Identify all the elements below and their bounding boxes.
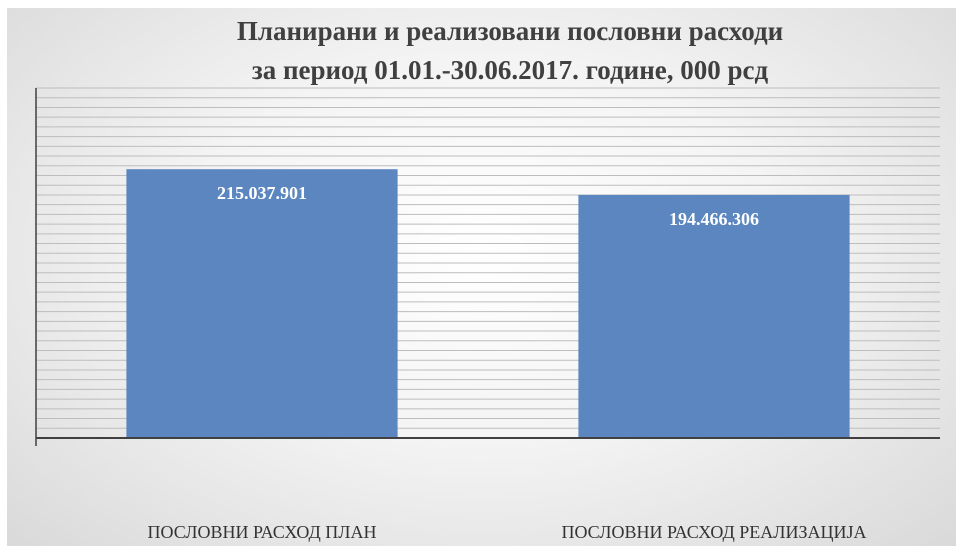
category-label: ПОСЛОВНИ РАСХОД РЕАЛИЗАЦИЈА <box>561 522 866 542</box>
bar-value-label: 194.466.306 <box>669 209 759 229</box>
bar <box>578 194 850 438</box>
chart-title: Планирани и реализовани пословни расходи <box>237 16 783 46</box>
bar <box>126 169 398 438</box>
bar-value-label: 215.037.901 <box>217 183 307 203</box>
bars <box>126 169 850 438</box>
category-label: ПОСЛОВНИ РАСХОД ПЛАН <box>147 522 376 542</box>
data-labels: 215.037.901 194.466.306 <box>217 183 759 229</box>
category-labels: ПОСЛОВНИ РАСХОД ПЛАН ПОСЛОВНИ РАСХОД РЕАЛ… <box>147 522 866 542</box>
chart-subtitle: за период 01.01.-30.06.2017. године, 000… <box>252 55 769 85</box>
